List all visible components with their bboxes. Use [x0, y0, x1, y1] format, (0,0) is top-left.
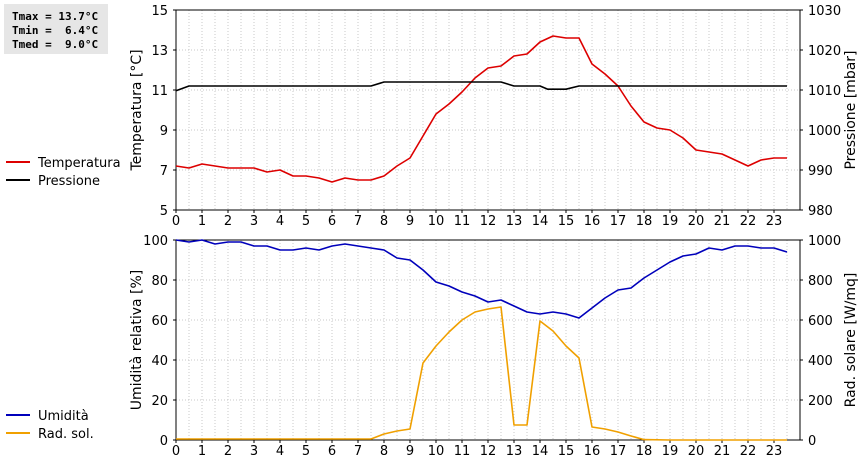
- x-tick-label: 2: [224, 444, 232, 459]
- x-tick-label: 10: [428, 444, 445, 459]
- series-line-umidit-: [175, 239, 788, 319]
- legend-label: Pressione: [38, 174, 100, 189]
- y-left-axis-title: Temperatura [°C]: [129, 49, 145, 171]
- x-tick-label: 18: [636, 214, 653, 229]
- x-tick-label: 18: [636, 444, 653, 459]
- x-tick-label: 12: [480, 444, 497, 459]
- temperature-stats-box: Tmax = 13.7°C Tmin = 6.4°C Tmed = 9.0°C: [4, 4, 108, 54]
- x-tick-label: 15: [558, 444, 575, 459]
- x-tick-label: 9: [406, 214, 414, 229]
- series-line-pressione: [175, 81, 787, 92]
- x-tick-label: 5: [302, 214, 310, 229]
- y-left-tick-label: 80: [151, 274, 168, 289]
- x-tick-label: 1: [198, 214, 206, 229]
- x-tick-label: 17: [610, 214, 627, 229]
- y-left-tick-label: 0: [160, 434, 168, 449]
- y-left-axis-title: Umidità relativa [%]: [129, 270, 145, 411]
- y-left-tick-label: 100: [143, 234, 168, 249]
- x-tick-label: 3: [250, 214, 258, 229]
- legend-label: Umidità: [38, 409, 89, 424]
- x-tick-label: 2: [224, 214, 232, 229]
- y-left-tick-label: 60: [151, 314, 168, 329]
- x-tick-label: 1: [198, 444, 206, 459]
- x-tick-label: 8: [380, 214, 388, 229]
- x-tick-label: 22: [740, 214, 757, 229]
- x-tick-label: 0: [172, 214, 180, 229]
- x-tick-label: 23: [766, 214, 783, 229]
- plot-panel-2: [6, 239, 803, 443]
- y-right-tick-label: 990: [808, 164, 833, 179]
- y-left-tick-label: 20: [151, 394, 168, 409]
- x-tick-label: 14: [532, 214, 549, 229]
- y-left-tick-label: 11: [151, 84, 168, 99]
- series-line-rad-sol-: [176, 306, 787, 441]
- x-tick-label: 8: [380, 444, 388, 459]
- plot-panel-1: [6, 9, 803, 213]
- x-tick-label: 10: [428, 214, 445, 229]
- y-right-tick-label: 400: [808, 354, 833, 369]
- x-tick-label: 4: [276, 444, 284, 459]
- y-right-axis-title: Pressione [mbar]: [843, 50, 859, 169]
- x-tick-label: 15: [558, 214, 575, 229]
- y-right-tick-label: 980: [808, 204, 833, 219]
- y-right-tick-label: 1010: [808, 84, 841, 99]
- x-tick-label: 19: [662, 444, 679, 459]
- x-tick-label: 7: [354, 214, 362, 229]
- series-line-temperatura: [175, 35, 787, 183]
- x-tick-label: 16: [584, 444, 601, 459]
- x-tick-label: 11: [454, 444, 471, 459]
- x-tick-label: 0: [172, 444, 180, 459]
- x-tick-label: 13: [506, 214, 523, 229]
- x-tick-label: 20: [688, 214, 705, 229]
- y-right-tick-label: 1000: [808, 234, 841, 249]
- y-right-tick-label: 600: [808, 314, 833, 329]
- y-right-tick-label: 1030: [808, 4, 841, 19]
- y-right-axis-title: Rad. solare [W/mq]: [843, 273, 859, 408]
- x-tick-label: 13: [506, 444, 523, 459]
- x-tick-label: 23: [766, 444, 783, 459]
- y-left-tick-label: 40: [151, 354, 168, 369]
- y-left-tick-label: 13: [151, 44, 168, 59]
- x-tick-label: 19: [662, 214, 679, 229]
- stat-tmax: Tmax = 13.7°C: [12, 10, 99, 23]
- x-tick-label: 11: [454, 214, 471, 229]
- x-tick-label: 21: [714, 214, 731, 229]
- y-left-tick-label: 15: [151, 4, 168, 19]
- y-right-tick-label: 1000: [808, 124, 841, 139]
- x-tick-label: 12: [480, 214, 497, 229]
- x-tick-label: 7: [354, 444, 362, 459]
- y-right-tick-label: 0: [808, 434, 816, 449]
- x-tick-label: 6: [328, 444, 336, 459]
- y-left-tick-label: 9: [160, 124, 168, 139]
- y-right-tick-label: 1020: [808, 44, 841, 59]
- y-right-tick-label: 800: [808, 274, 833, 289]
- legend-label: Temperatura: [37, 156, 121, 171]
- x-tick-label: 3: [250, 444, 258, 459]
- legend-label: Rad. sol.: [38, 427, 94, 442]
- x-tick-label: 9: [406, 444, 414, 459]
- x-tick-label: 21: [714, 444, 731, 459]
- x-tick-label: 5: [302, 444, 310, 459]
- x-tick-label: 16: [584, 214, 601, 229]
- y-left-tick-label: 7: [160, 164, 168, 179]
- stat-tmin: Tmin = 6.4°C: [12, 24, 99, 37]
- stat-tmed: Tmed = 9.0°C: [12, 38, 99, 51]
- x-tick-label: 6: [328, 214, 336, 229]
- y-right-tick-label: 200: [808, 394, 833, 409]
- x-tick-label: 4: [276, 214, 284, 229]
- y-left-tick-label: 5: [160, 204, 168, 219]
- x-tick-label: 17: [610, 444, 627, 459]
- x-tick-label: 14: [532, 444, 549, 459]
- x-tick-label: 20: [688, 444, 705, 459]
- x-tick-label: 22: [740, 444, 757, 459]
